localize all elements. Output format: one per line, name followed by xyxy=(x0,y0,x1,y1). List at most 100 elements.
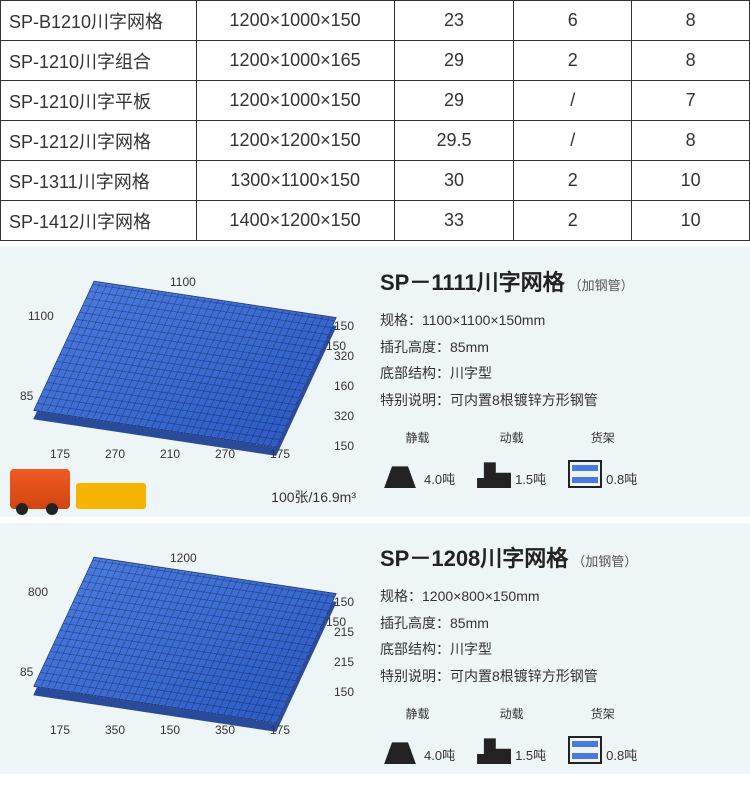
dimension-label: 150 xyxy=(334,439,354,453)
forklift-icon xyxy=(10,469,70,509)
dimension-label: 150 xyxy=(334,685,354,699)
table-cell: SP-1212川字网格 xyxy=(1,121,197,161)
pallet-diagram: 120080015085175350150350175150215215150 xyxy=(20,545,350,735)
hole-height-label: 插孔高度： xyxy=(380,615,450,631)
special-note-label: 特别说明： xyxy=(380,392,450,408)
static-load-value: 4.0吨 xyxy=(424,745,455,764)
table-cell: 8 xyxy=(632,1,750,41)
dimension-label: 210 xyxy=(160,447,180,461)
table-cell: 2 xyxy=(514,201,632,241)
table-cell: 1200×1000×150 xyxy=(196,81,394,121)
dynamic-load: 动载 1.5吨 xyxy=(477,429,546,488)
table-cell: 30 xyxy=(394,161,514,201)
table-cell: 10 xyxy=(632,161,750,201)
special-note-label: 特别说明： xyxy=(380,668,450,684)
dynamic-load: 动载1.5吨 xyxy=(477,705,546,764)
rack-load-value: 0.8吨 xyxy=(606,469,637,488)
title-text: SP－1208川字网格 xyxy=(380,546,568,571)
table-cell: 2 xyxy=(514,41,632,81)
rack-load: 货架 0.8吨 xyxy=(568,429,637,488)
hole-height-line: 插孔高度：85mm xyxy=(380,334,736,361)
hole-height-value: 85mm xyxy=(450,339,489,355)
rack-load-label: 货架 xyxy=(568,429,637,446)
spec-value: 1200×800×150mm xyxy=(422,588,540,604)
dimension-label: 1200 xyxy=(170,551,197,565)
table-row: SP-1412川字网格1400×1200×15033210 xyxy=(1,201,750,241)
dimension-label: 1100 xyxy=(170,275,196,289)
special-note-line: 特别说明：可内置8根镀锌方形钢管 xyxy=(380,387,736,414)
rack-load-label: 货架 xyxy=(568,705,637,722)
title-suffix: （加钢管） xyxy=(569,278,634,293)
load-capacity-row: 静载4.0吨动载1.5吨货架0.8吨 xyxy=(380,429,736,488)
product-card: 120080015085175350150350175150215215150S… xyxy=(0,523,750,774)
product-title: SP－1208川字网格（加钢管） xyxy=(380,541,736,573)
table-cell: / xyxy=(514,81,632,121)
product-image: 1100110015085175270210270175150320160320… xyxy=(0,247,370,517)
table-cell: 10 xyxy=(632,201,750,241)
table-row: SP-B1210川字网格1200×1000×1502368 xyxy=(1,1,750,41)
forklift-illustration xyxy=(10,469,146,509)
table-cell: 7 xyxy=(632,81,750,121)
dynamic-load-value: 1.5吨 xyxy=(515,469,546,488)
table-cell: 6 xyxy=(514,1,632,41)
dimension-label: 1100 xyxy=(28,309,54,323)
dimension-label: 270 xyxy=(215,447,235,461)
table-cell: 23 xyxy=(394,1,514,41)
special-note-value: 可内置8根镀锌方形钢管 xyxy=(450,392,598,408)
dimension-label: 350 xyxy=(215,723,235,737)
dimension-label: 320 xyxy=(334,349,354,363)
table-cell: 29.5 xyxy=(394,121,514,161)
dimension-label: 800 xyxy=(28,585,48,599)
dimension-label: 175 xyxy=(50,723,70,737)
spec-label: 规格： xyxy=(380,312,422,328)
dimension-label: 175 xyxy=(50,447,70,461)
table-cell: 29 xyxy=(394,41,514,81)
table-cell: 8 xyxy=(632,121,750,161)
table-cell: 1200×1200×150 xyxy=(196,121,394,161)
dimension-label: 175 xyxy=(270,723,290,737)
title-text: SP－1111川字网格 xyxy=(380,270,565,295)
dimension-label: 215 xyxy=(334,655,354,669)
dimension-label: 160 xyxy=(334,379,354,393)
table-cell: 2 xyxy=(514,161,632,201)
dimension-label: 270 xyxy=(105,447,125,461)
dimension-label: 320 xyxy=(334,409,354,423)
dimension-label: 85 xyxy=(20,389,33,403)
product-info: SP－1208川字网格（加钢管）规格：1200×800×150mm插孔高度：85… xyxy=(370,523,750,774)
static-load: 静载4.0吨 xyxy=(380,705,455,764)
table-cell: SP-1210川字组合 xyxy=(1,41,197,81)
special-note-value: 可内置8根镀锌方形钢管 xyxy=(450,668,598,684)
table-cell: 1200×1000×150 xyxy=(196,1,394,41)
base-structure-value: 川字型 xyxy=(450,641,492,657)
base-structure-line: 底部结构：川字型 xyxy=(380,360,736,387)
load-capacity-row: 静载4.0吨动载1.5吨 货架 0.8吨 xyxy=(380,705,736,764)
table-cell: 1300×1100×150 xyxy=(196,161,394,201)
dynamic-load-label: 动载 xyxy=(477,429,546,446)
pallet-jack-icon xyxy=(76,483,146,509)
base-structure-line: 底部结构：川字型 xyxy=(380,636,736,663)
table-cell: SP-1311川字网格 xyxy=(1,161,197,201)
rack-load: 货架 0.8吨 xyxy=(568,705,637,764)
spec-value: 1100×1100×150mm xyxy=(422,312,545,328)
table-cell: 8 xyxy=(632,41,750,81)
table-cell: 29 xyxy=(394,81,514,121)
table-cell: SP-1412川字网格 xyxy=(1,201,197,241)
product-image: 120080015085175350150350175150215215150 xyxy=(0,523,370,774)
rack-icon xyxy=(568,736,602,764)
dimension-label: 85 xyxy=(20,665,33,679)
product-card: 1100110015085175270210270175150320160320… xyxy=(0,247,750,517)
rack-load-value: 0.8吨 xyxy=(606,745,637,764)
table-cell: SP-B1210川字网格 xyxy=(1,1,197,41)
rack-icon xyxy=(568,460,602,488)
table-cell: 33 xyxy=(394,201,514,241)
spec-line: 规格：1200×800×150mm xyxy=(380,583,736,610)
hole-height-label: 插孔高度： xyxy=(380,339,450,355)
dynamic-load-label: 动载 xyxy=(477,705,546,722)
dimension-label: 215 xyxy=(334,625,354,639)
forklift-icon xyxy=(477,738,511,764)
special-note-line: 特别说明：可内置8根镀锌方形钢管 xyxy=(380,663,736,690)
product-info: SP－1111川字网格 （加钢管） 规格：1100×1100×150mm 插孔高度：8… xyxy=(370,247,750,517)
table-row: SP-1210川字平板1200×1000×15029/7 xyxy=(1,81,750,121)
spec-table: SP-B1210川字网格1200×1000×1502368SP-1210川字组合… xyxy=(0,0,750,241)
base-structure-label: 底部结构： xyxy=(380,365,450,381)
